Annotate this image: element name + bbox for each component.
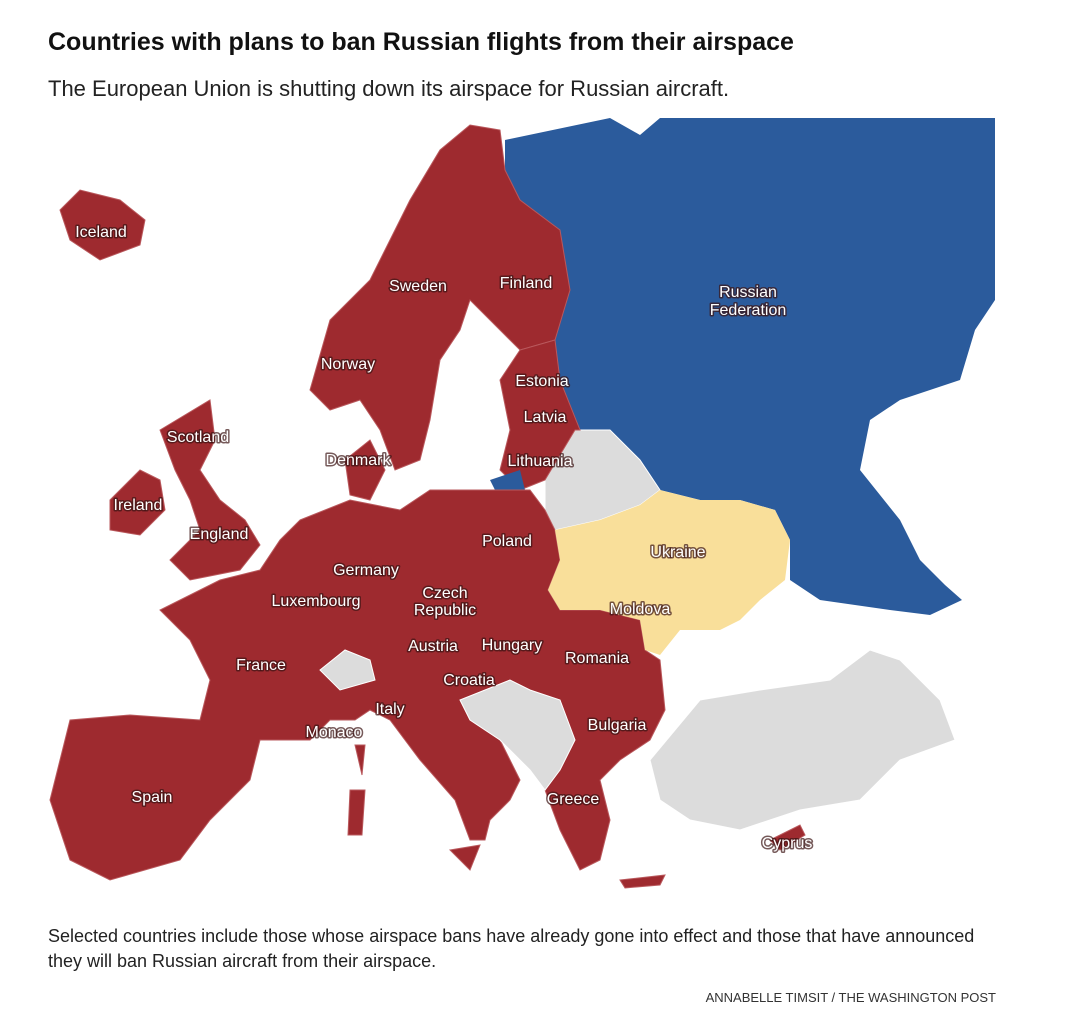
country-label: Poland <box>482 533 532 550</box>
credit: ANNABELLE TIMSIT / THE WASHINGTON POST <box>705 990 996 1005</box>
country-label: Germany <box>333 562 399 579</box>
country-label: Cyprus <box>762 835 813 852</box>
footnote: Selected countries include those whose a… <box>48 926 975 971</box>
kaliningrad-shape <box>490 470 525 490</box>
title: Countries with plans to ban Russian flig… <box>48 28 794 56</box>
country-label: Moldova <box>610 601 671 618</box>
country-label: France <box>236 657 286 674</box>
switzerland-shape <box>319 649 376 691</box>
crete-shape <box>619 874 666 889</box>
country-label: Sweden <box>389 278 447 295</box>
country-label: Czech <box>422 585 467 602</box>
ukraine-shape <box>548 490 790 655</box>
country-label: Russian <box>719 284 777 301</box>
country-label: Italy <box>375 701 404 718</box>
country-label: Ukraine <box>650 544 705 561</box>
country-label: Estonia <box>515 373 568 390</box>
cyprus-shape <box>769 824 806 851</box>
country-label: Finland <box>500 275 552 292</box>
country-label: Romania <box>565 650 629 667</box>
country-label: England <box>190 526 249 543</box>
country-label: Monaco <box>306 724 363 741</box>
iceland-shape <box>59 189 146 261</box>
country-label: Norway <box>321 356 375 373</box>
sardinia-shape <box>347 789 366 836</box>
corsica-shape <box>354 744 366 776</box>
country-label: Spain <box>132 789 173 806</box>
country-label: Ireland <box>114 497 163 514</box>
subtitle: The European Union is shutting down its … <box>48 76 730 101</box>
country-label: Scotland <box>167 429 229 446</box>
country-label: Luxembourg <box>272 593 361 610</box>
russia-shape <box>505 118 995 615</box>
country-label: Latvia <box>524 409 567 426</box>
britain-shape <box>159 399 261 581</box>
country-label: Republic <box>414 602 476 619</box>
country-label: Bulgaria <box>588 717 647 734</box>
country-label: Iceland <box>75 224 127 241</box>
sicily-shape <box>448 844 481 871</box>
ireland-shape <box>109 469 166 536</box>
country-label: Federation <box>710 302 787 319</box>
balkans-shape <box>459 679 576 791</box>
country-label: Austria <box>408 638 458 655</box>
country-label: Denmark <box>326 452 392 469</box>
country-label: Greece <box>547 791 600 808</box>
denmark-shape <box>344 439 386 501</box>
country-label: Hungary <box>482 637 542 654</box>
country-label: Lithuania <box>508 453 573 470</box>
turkey-shape <box>649 649 956 831</box>
baltics-shape <box>499 339 581 491</box>
country-label: Croatia <box>443 672 495 689</box>
